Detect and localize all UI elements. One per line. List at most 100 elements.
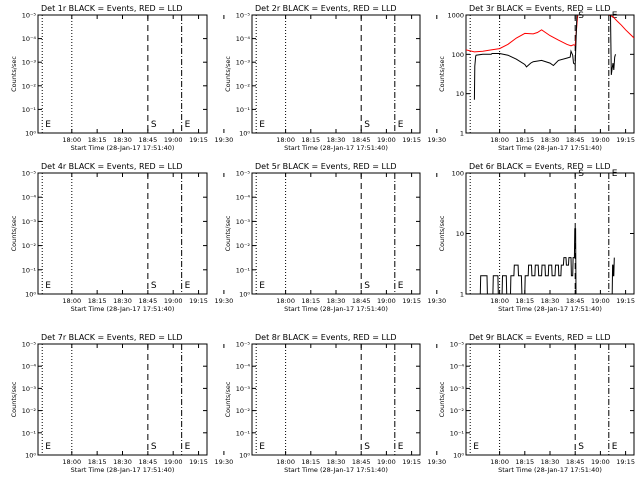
marker-label: E bbox=[398, 281, 404, 291]
y-tick-label: 10⁻⁵ bbox=[236, 170, 251, 178]
x-tick-label: 19:15 bbox=[189, 136, 208, 144]
marker-label: S bbox=[364, 120, 370, 130]
x-tick-label: 19:00 bbox=[377, 297, 396, 305]
x-tick-label: 19:30 bbox=[427, 136, 446, 144]
panel-title: Det 5r BLACK = Events, RED = LLD bbox=[255, 162, 397, 171]
marker-label: S bbox=[364, 281, 370, 291]
x-tick-label: 18:15 bbox=[88, 297, 107, 305]
y-tick-label: 10⁻² bbox=[22, 82, 37, 90]
x-tick-label: 18:45 bbox=[352, 458, 371, 466]
x-tick-label: 19:00 bbox=[591, 136, 610, 144]
y-tick-label: 10⁻⁴ bbox=[236, 363, 251, 371]
x-tick-label: 18:00 bbox=[490, 297, 509, 305]
y-tick-label: 10⁻¹ bbox=[236, 266, 251, 274]
y-tick-label: 10⁻⁴ bbox=[22, 194, 37, 202]
y-tick-label: 10⁻⁵ bbox=[22, 12, 37, 20]
marker-label: E bbox=[45, 442, 51, 452]
x-tick-label: 18:00 bbox=[490, 458, 509, 466]
x-tick-label: 19:00 bbox=[164, 297, 183, 305]
y-tick-label: 100 bbox=[452, 170, 464, 178]
x-tick-label: 19:30 bbox=[215, 136, 234, 144]
y-tick-label: 10⁻¹ bbox=[22, 429, 37, 437]
series-line bbox=[479, 228, 615, 294]
x-tick-label: 18:30 bbox=[113, 136, 132, 144]
y-tick-label: 1 bbox=[460, 130, 464, 138]
y-tick-label: 10⁻³ bbox=[450, 385, 465, 393]
y-tick-label: 10⁻¹ bbox=[236, 106, 251, 114]
x-axis-label: Start Time (28-Jan-17 17:51:40) bbox=[498, 466, 602, 474]
panel-title: Det 2r BLACK = Events, RED = LLD bbox=[255, 4, 397, 13]
x-tick-label: 19:15 bbox=[402, 136, 421, 144]
y-tick-label: 1000 bbox=[447, 12, 464, 20]
marker-label: E bbox=[612, 169, 618, 179]
x-tick-label: 18:15 bbox=[88, 136, 107, 144]
x-tick-label: 19:00 bbox=[164, 458, 183, 466]
y-tick-label: 10⁻² bbox=[236, 407, 251, 415]
y-tick-label: 10 bbox=[456, 90, 464, 98]
marker-label: E bbox=[185, 442, 191, 452]
y-tick-label: 10⁰ bbox=[25, 452, 36, 460]
x-tick-label: 18:15 bbox=[301, 458, 320, 466]
y-tick-label: 1 bbox=[460, 291, 464, 299]
marker-label: E bbox=[612, 11, 618, 21]
y-tick-label: 10⁻⁴ bbox=[236, 35, 251, 43]
x-tick-label: 18:15 bbox=[515, 458, 534, 466]
x-tick-label: 18:15 bbox=[301, 297, 320, 305]
y-axis-label: Counts/sec bbox=[10, 381, 18, 417]
panel-det-3: Det 3r BLACK = Events, RED = LLD 1 10 100 10… bbox=[438, 4, 635, 152]
x-tick-label: 18:00 bbox=[62, 136, 81, 144]
x-tick-label: 19:15 bbox=[616, 297, 635, 305]
y-tick-label: 10⁻³ bbox=[236, 218, 251, 226]
marker-label: E bbox=[259, 120, 265, 130]
y-axis-label: Counts/sec bbox=[224, 215, 232, 251]
panel-title: Det 8r BLACK = Events, RED = LLD bbox=[255, 333, 397, 342]
x-axis-label: Start Time (28-Jan-17 17:51:40) bbox=[71, 305, 175, 313]
panel-title: Det 7r BLACK = Events, RED = LLD bbox=[41, 333, 183, 342]
panel-det-1: Det 1r BLACK = Events, RED = LLD 10⁰ 10⁻¹ 1… bbox=[10, 4, 233, 152]
y-tick-label: 10⁻³ bbox=[236, 385, 251, 393]
y-tick-label: 10⁻³ bbox=[22, 59, 37, 67]
marker-label: E bbox=[398, 120, 404, 130]
y-tick-label: 10⁰ bbox=[25, 130, 36, 138]
marker-label: E bbox=[612, 442, 618, 452]
marker-label: E bbox=[259, 281, 265, 291]
series-line bbox=[473, 15, 616, 100]
panel-title: Det 3r BLACK = Events, RED = LLD bbox=[469, 4, 611, 13]
x-tick-label: 18:45 bbox=[352, 136, 371, 144]
panel-title: Det 4r BLACK = Events, RED = LLD bbox=[41, 162, 183, 171]
x-tick-label: 19:15 bbox=[189, 297, 208, 305]
x-axis-label: Start Time (28-Jan-17 17:51:40) bbox=[498, 144, 602, 152]
marker-label: S bbox=[151, 442, 157, 452]
x-tick-label: 18:15 bbox=[88, 458, 107, 466]
panel-title: Det 6r BLACK = Events, RED = LLD bbox=[469, 162, 611, 171]
marker-label: S bbox=[151, 281, 157, 291]
y-axis-label: Counts/sec bbox=[224, 56, 232, 92]
x-tick-label: 19:30 bbox=[215, 297, 234, 305]
x-axis-label: Start Time (28-Jan-17 17:51:40) bbox=[284, 305, 388, 313]
y-tick-label: 10⁻³ bbox=[22, 218, 37, 226]
x-tick-label: 18:00 bbox=[62, 458, 81, 466]
y-tick-label: 10⁰ bbox=[453, 452, 464, 460]
y-tick-label: 10⁰ bbox=[25, 291, 36, 299]
x-tick-label: 18:15 bbox=[515, 297, 534, 305]
y-tick-label: 10⁻⁴ bbox=[450, 363, 465, 371]
x-tick-label: 18:30 bbox=[541, 458, 560, 466]
marker-label: E bbox=[398, 442, 404, 452]
x-tick-label: 19:15 bbox=[616, 136, 635, 144]
x-tick-label: 19:15 bbox=[616, 458, 635, 466]
marker-label: S bbox=[578, 169, 584, 179]
x-axis-label: Start Time (28-Jan-17 17:51:40) bbox=[71, 466, 175, 474]
series-line bbox=[466, 15, 634, 53]
x-tick-label: 18:45 bbox=[566, 136, 585, 144]
y-tick-label: 10⁻³ bbox=[22, 385, 37, 393]
x-tick-label: 19:00 bbox=[591, 458, 610, 466]
y-tick-label: 10⁻³ bbox=[236, 59, 251, 67]
y-tick-label: 10⁻⁵ bbox=[236, 12, 251, 20]
y-axis-label: Counts/sec bbox=[10, 56, 18, 92]
marker-label: E bbox=[473, 442, 479, 452]
x-tick-label: 18:30 bbox=[327, 297, 346, 305]
y-tick-label: 10⁻¹ bbox=[450, 429, 465, 437]
y-tick-label: 10⁻² bbox=[236, 242, 251, 250]
x-tick-label: 19:30 bbox=[427, 297, 446, 305]
x-tick-label: 18:45 bbox=[352, 297, 371, 305]
